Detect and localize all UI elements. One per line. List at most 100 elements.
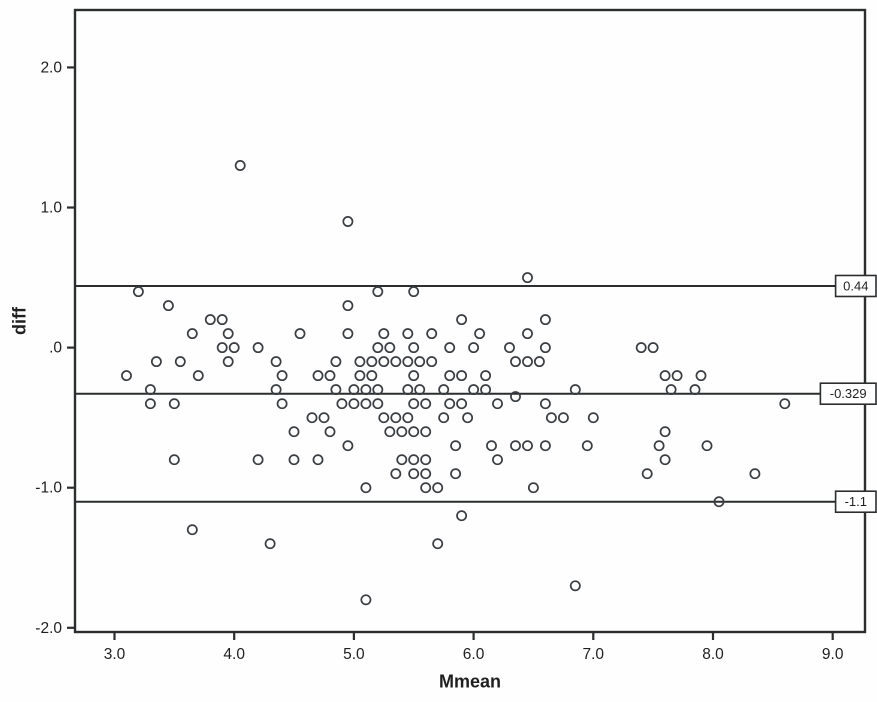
scatter-point [701, 440, 713, 452]
scatter-point [641, 468, 653, 480]
scatter-point [192, 370, 204, 382]
scatter-point [659, 370, 671, 382]
scatter-point [360, 384, 372, 396]
scatter-point [378, 328, 390, 340]
scatter-point [474, 328, 486, 340]
scatter-point [402, 412, 414, 424]
y-tick-label: -2.0 [35, 620, 62, 637]
scatter-point [539, 440, 551, 452]
scatter-point [569, 384, 581, 396]
scatter-point [342, 440, 354, 452]
scatter-point [384, 342, 396, 354]
scatter-point [522, 356, 533, 368]
scatter-point [348, 384, 360, 396]
scatter-point [318, 412, 330, 424]
scatter-point [372, 286, 384, 298]
scatter-point [779, 398, 791, 410]
reference-line-label: 0.44 [843, 278, 868, 293]
scatter-point [635, 342, 647, 354]
scatter-point [438, 384, 450, 396]
scatter-point [647, 342, 659, 354]
scatter-point [288, 454, 300, 466]
scatter-point [372, 398, 384, 410]
scatter-point [306, 412, 318, 424]
scatter-point [168, 454, 180, 466]
scatter-point [510, 440, 521, 452]
scatter-point [492, 454, 503, 466]
x-tick-label: 9.0 [822, 646, 844, 663]
scatter-point [288, 426, 300, 438]
scatter-point [432, 482, 444, 494]
scatter-point [354, 356, 366, 368]
scatter-point [408, 468, 420, 480]
scatter-point [689, 384, 701, 396]
scatter-point [581, 440, 593, 452]
scatter-point [360, 482, 372, 494]
scatter-point [420, 482, 432, 494]
scatter-point [695, 370, 707, 382]
scatter-point [324, 370, 336, 382]
scatter-point [426, 328, 438, 340]
scatter-point [426, 356, 438, 368]
y-axis-title: diff [9, 307, 30, 335]
scatter-point [378, 412, 390, 424]
scatter-point [252, 454, 264, 466]
x-tick-label: 8.0 [702, 646, 724, 663]
scatter-point [186, 328, 198, 340]
scatter-point [378, 356, 390, 368]
scatter-point [216, 342, 228, 354]
scatter-point [402, 356, 414, 368]
scatter-point [342, 328, 354, 340]
scatter-point [162, 300, 174, 312]
scatter-point [408, 454, 420, 466]
scatter-point [444, 342, 456, 354]
y-tick-label: 1.0 [40, 200, 62, 217]
scatter-point [510, 391, 521, 403]
scatter-point [450, 440, 462, 452]
scatter-point [270, 384, 282, 396]
scatter-point [527, 482, 539, 494]
scatter-point [456, 314, 468, 326]
scatter-point [456, 398, 468, 410]
scatter-point [390, 412, 402, 424]
y-tick-label: .0 [49, 340, 62, 357]
scatter-point [480, 384, 492, 396]
x-axis-title: Mmean [438, 671, 502, 692]
scatter-point [324, 426, 336, 438]
scatter-point [408, 398, 420, 410]
scatter-point [420, 468, 432, 480]
scatter-point [144, 398, 156, 410]
reference-line-label-box [834, 274, 877, 298]
scatter-point [390, 356, 402, 368]
scatter-point [204, 314, 216, 326]
scatter-point [402, 384, 414, 396]
scatter-point [312, 370, 324, 382]
scatter-point [264, 538, 276, 550]
scatter-point [665, 384, 677, 396]
y-tick-label: 2.0 [40, 59, 62, 76]
scatter-point [539, 342, 551, 354]
scatter-point [432, 538, 444, 550]
scatter-point [450, 468, 462, 480]
scatter-point [569, 580, 581, 592]
scatter-point [330, 384, 342, 396]
scatter-point [234, 160, 246, 171]
x-tick-label: 6.0 [463, 646, 485, 663]
scatter-point [336, 398, 348, 410]
scatter-point [144, 384, 156, 396]
x-tick-label: 7.0 [583, 646, 605, 663]
scatter-point [653, 440, 665, 452]
scatter-point [408, 426, 420, 438]
scatter-point [414, 384, 426, 396]
scatter-point [456, 510, 468, 522]
scatter-point [414, 356, 426, 368]
scatter-point [354, 370, 366, 382]
scatter-point [408, 342, 420, 354]
scatter-point [132, 286, 144, 298]
scatter-point [456, 370, 468, 382]
scatter-point [276, 370, 288, 382]
scatter-point [168, 398, 180, 410]
scatter-point [492, 398, 503, 410]
scatter-point [360, 398, 372, 410]
